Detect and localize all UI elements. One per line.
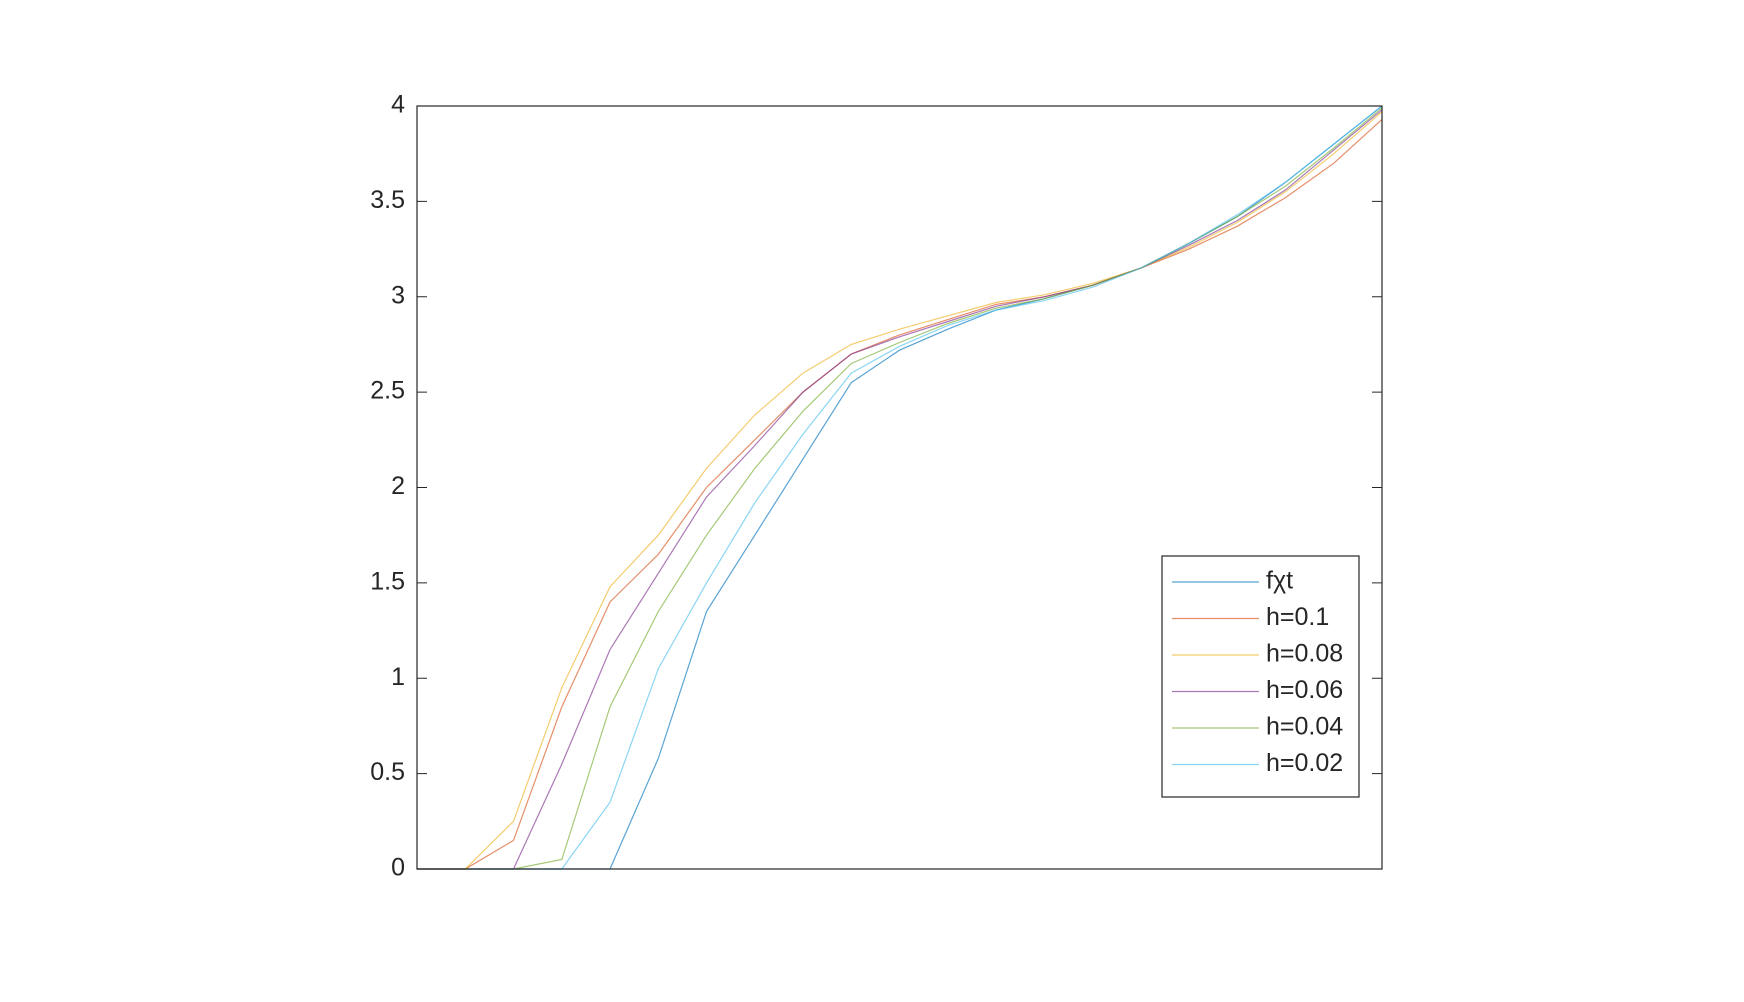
y-tick-label: 4 bbox=[391, 91, 405, 119]
legend-label: h=0.04 bbox=[1266, 713, 1343, 741]
series-line bbox=[417, 105, 1383, 870]
y-tick-label: 0.5 bbox=[370, 758, 405, 786]
series-line bbox=[417, 109, 1383, 870]
y-tick-label: 1 bbox=[391, 663, 405, 691]
series-line bbox=[417, 118, 1383, 870]
y-tick-label: 0 bbox=[391, 854, 405, 882]
series-line bbox=[417, 107, 1383, 870]
legend-label: h=0.08 bbox=[1266, 640, 1343, 668]
legend-box bbox=[1161, 555, 1360, 798]
legend-label: h=0.06 bbox=[1266, 676, 1343, 704]
y-tick-label: 3 bbox=[391, 281, 405, 309]
legend-label: fχt bbox=[1266, 567, 1293, 595]
y-tick-label: 3.5 bbox=[370, 186, 405, 214]
y-tick-label: 2.5 bbox=[370, 377, 405, 405]
legend-label: h=0.1 bbox=[1266, 603, 1329, 631]
series-line bbox=[417, 111, 1383, 870]
axes-box bbox=[416, 105, 1383, 870]
y-tick-label: 1.5 bbox=[370, 567, 405, 595]
y-tick-label: 2 bbox=[391, 472, 405, 500]
legend-label: h=0.02 bbox=[1266, 749, 1343, 777]
